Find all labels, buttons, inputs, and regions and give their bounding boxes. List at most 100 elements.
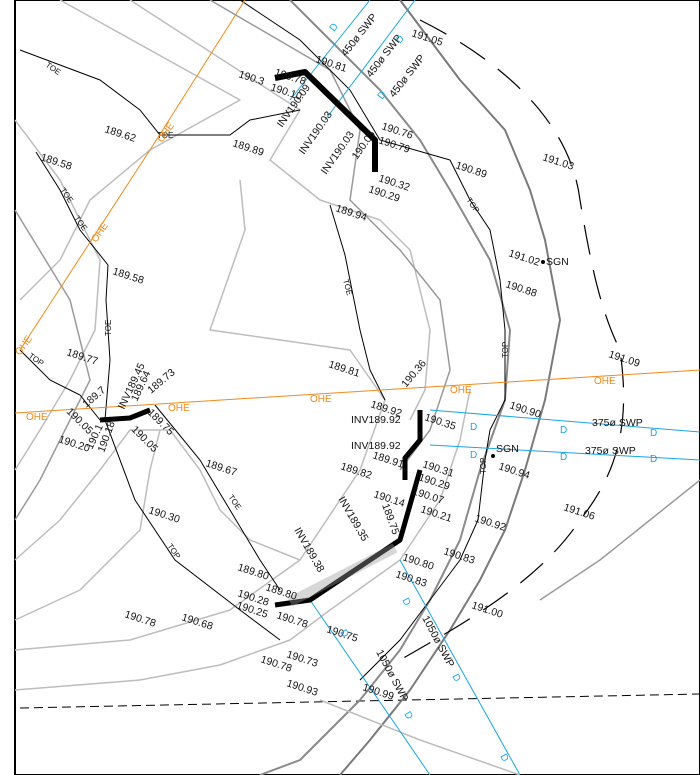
toe-tag: TOE — [341, 278, 354, 296]
swp-line — [324, 0, 416, 121]
spot-level: INV189.35 — [335, 495, 370, 544]
swp-tag: 450ø SWP — [387, 52, 428, 99]
contour-line — [209, 0, 451, 471]
ohe-tag: OHE — [168, 403, 190, 414]
survey-strings — [19, 0, 506, 681]
d-tag: D — [470, 422, 477, 433]
spot-level: INV189.38 — [291, 526, 326, 575]
headwall — [99, 407, 151, 423]
spot-level: 190.93 — [285, 677, 319, 698]
spot-level: 189.89 — [231, 137, 265, 158]
overhead-electric-lines — [14, 0, 700, 414]
spot-level: 190.78 — [123, 608, 157, 629]
toe-tag: TOE — [58, 186, 75, 205]
swp-line — [429, 409, 700, 433]
contour-line — [319, 699, 521, 775]
storm-water-lines — [289, 0, 700, 775]
ohe-line — [14, 369, 700, 414]
spot-level: 190.05 — [129, 424, 160, 455]
ohe-line — [19, 0, 246, 351]
ohe-tag: OHE — [26, 412, 48, 423]
swp-tag: 1050ø SWP — [419, 614, 456, 670]
spot-level: 190.30 — [147, 504, 181, 525]
headwall — [402, 410, 423, 480]
swp-line — [289, 0, 371, 101]
swp-tag: 450ø SWP — [339, 11, 380, 58]
spot-level: 189.62 — [103, 123, 137, 144]
d-tag: D — [497, 752, 510, 764]
spot-level: 189.80 — [236, 561, 270, 582]
contour-line — [14, 179, 386, 651]
spot-level: 189.91 — [371, 449, 405, 470]
d-tag: D — [650, 428, 657, 439]
ohe-tag: OHE — [594, 376, 616, 387]
contour-line — [539, 479, 700, 601]
tog-string — [239, 0, 451, 161]
spot-level: 190.83 — [394, 568, 428, 589]
top-tag: TOP — [479, 458, 488, 474]
ohe-tag: OHE — [155, 120, 177, 144]
d-tag: D — [399, 596, 412, 608]
spot-level: 189.94 — [334, 202, 368, 223]
spot-level: 191.00 — [470, 599, 504, 620]
sign-tag: SGN — [496, 443, 519, 455]
ohe-tag: OHE — [89, 220, 111, 244]
contour-line — [339, 0, 561, 775]
toe-string — [35, 151, 281, 641]
toe-string — [154, 404, 281, 591]
swp-tag: 375ø SWP — [585, 445, 636, 457]
spot-level: 190.78 — [275, 609, 309, 630]
toe-string — [329, 204, 386, 401]
spot-level: 189.73 — [145, 366, 177, 396]
contour-line — [14, 209, 91, 521]
top-tag: TOP — [501, 342, 510, 358]
spot-level: 189.58 — [39, 151, 73, 172]
ohe-tag: OHE — [450, 385, 472, 396]
spot-level: 189.58 — [111, 265, 145, 286]
toe-tag: TOE — [44, 60, 63, 77]
top-tag: TOP — [165, 542, 182, 561]
spot-level: 190.92 — [473, 512, 507, 533]
spot-level: 191.03 — [541, 151, 575, 172]
swp-line — [429, 444, 700, 461]
headwall — [274, 469, 423, 608]
d-tag: D — [560, 425, 567, 436]
spot-level: 190.68 — [180, 611, 214, 632]
d-tag: D — [650, 454, 657, 465]
headwall-structures — [99, 69, 423, 608]
sign-point — [491, 454, 495, 458]
ohe-tag: OHE — [310, 394, 332, 405]
top-string — [359, 159, 506, 681]
spot-level: INV189.92 — [351, 440, 401, 452]
d-tag: D — [449, 672, 462, 684]
top-tag: TOP — [464, 196, 481, 215]
sheet-border — [14, 0, 700, 775]
contour-line — [14, 429, 161, 621]
contour-line — [19, 0, 241, 301]
swp-line — [309, 599, 431, 775]
ohe-labels: OHE OHE OHE OHE OHE OHE OHE OHE — [13, 120, 616, 423]
spot-level: INV190.03 — [297, 109, 335, 157]
contour-lines — [14, 0, 700, 775]
contour-line — [14, 119, 101, 471]
spot-level: 190.35 — [423, 411, 457, 432]
d-tag: D — [560, 452, 567, 463]
spot-level: 189.81 — [327, 358, 361, 379]
contour-line — [129, 0, 431, 421]
contour-line — [14, 429, 301, 561]
spot-level: 190.80 — [401, 551, 435, 572]
toe-tag: TOE — [157, 131, 173, 140]
toe-string — [19, 49, 301, 136]
spot-level: 189.82 — [339, 460, 373, 481]
headwall — [274, 69, 378, 172]
spot-level: 190.3 — [237, 68, 266, 88]
swp-tag: 375ø SWP — [592, 417, 643, 429]
spot-level: INV189.92 — [351, 414, 401, 426]
top-string — [19, 349, 101, 421]
spot-level: 190.36 — [399, 357, 429, 389]
contour-line — [259, 0, 511, 775]
spot-level: 189.7 — [80, 384, 108, 410]
swp-line — [399, 559, 521, 775]
toe-tag: TOE — [104, 320, 113, 336]
